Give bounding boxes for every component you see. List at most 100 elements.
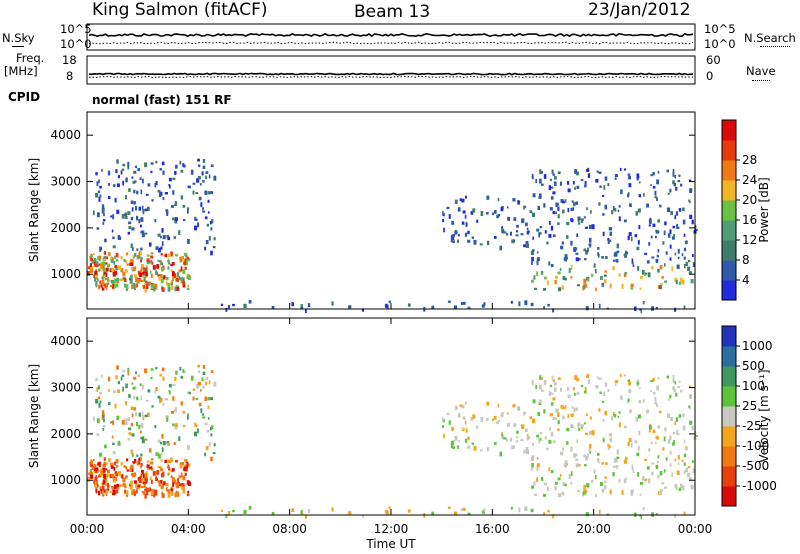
power-cell [674, 252, 677, 256]
velocity-cell [115, 464, 119, 468]
velocity-cell [536, 466, 539, 472]
velocity-cell [160, 441, 162, 445]
power-cell [669, 244, 672, 249]
velocity-cell [683, 439, 686, 443]
velocity-cell [462, 416, 466, 420]
power-cell [96, 277, 99, 282]
power-cell [162, 197, 165, 201]
y-tick-label: 2000 [50, 427, 81, 441]
power-cell [648, 224, 651, 227]
power-cell [470, 211, 474, 215]
power-cell [486, 195, 490, 200]
velocity-cell [651, 462, 655, 465]
power-cell [152, 265, 156, 270]
power-cell [577, 258, 581, 261]
power-cell [103, 251, 106, 255]
velocity-cell [175, 370, 178, 375]
power-cell [493, 236, 497, 239]
velocity-cell [99, 455, 102, 458]
power-y-axis-label: Slant Range [km] [27, 158, 41, 262]
power-cell [119, 278, 123, 281]
velocity-cell [555, 408, 558, 413]
power-cell [648, 219, 652, 224]
velocity-cell [654, 401, 657, 405]
power-cell [182, 280, 185, 286]
power-cell [141, 265, 144, 269]
power-cell [674, 175, 677, 179]
power-cell [681, 253, 684, 257]
power-cell [305, 308, 307, 314]
power-cell [689, 179, 692, 182]
colorbar-segment [722, 200, 736, 221]
velocity-cell [676, 432, 680, 435]
power-cell [140, 231, 143, 234]
velocity-cell [111, 435, 114, 439]
power-cell [146, 258, 150, 262]
power-cell [597, 253, 600, 258]
velocity-cell [516, 436, 518, 439]
velocity-cell [674, 458, 677, 462]
power-cell [207, 199, 210, 203]
velocity-cell [659, 471, 663, 476]
velocity-cell [170, 475, 173, 478]
power-cell [160, 260, 162, 264]
velocity-cell [500, 412, 504, 418]
power-cell [667, 192, 670, 195]
power-cell [644, 272, 646, 277]
power-cell [160, 279, 164, 284]
velocity-cell [102, 428, 105, 431]
velocity-cell [388, 506, 391, 510]
power-cell [140, 247, 143, 251]
power-cell [516, 224, 519, 228]
power-cell [167, 266, 170, 270]
velocity-cell [130, 473, 134, 477]
velocity-cell [158, 482, 161, 487]
velocity-cell [570, 446, 573, 452]
velocity-cell [131, 490, 135, 495]
power-cell [442, 219, 445, 223]
power-cell [674, 307, 677, 312]
velocity-cell [459, 404, 462, 408]
power-cell [564, 199, 567, 203]
power-cell [202, 207, 204, 210]
velocity-cell [453, 511, 458, 516]
power-cell [688, 199, 691, 202]
velocity-cell [499, 451, 502, 457]
velocity-cell [687, 472, 691, 477]
power-cell [587, 173, 591, 178]
velocity-cell [152, 471, 156, 476]
power-cell [598, 303, 601, 309]
power-cell [605, 256, 608, 259]
power-cell [167, 236, 171, 241]
velocity-cell [570, 471, 573, 476]
power-cell [636, 246, 640, 251]
velocity-cell [145, 399, 149, 402]
velocity-cell [180, 401, 183, 406]
velocity-cell [116, 415, 120, 421]
velocity-cell [627, 398, 630, 402]
velocity-cell [92, 416, 95, 422]
power-cell [607, 183, 610, 186]
cpid-value: normal (fast) 151 RF [92, 93, 232, 107]
velocity-cell [462, 507, 466, 511]
power-cell [141, 233, 145, 238]
velocity-cell [173, 442, 177, 445]
power-cell [107, 170, 111, 176]
power-cell [652, 171, 655, 176]
power-cell [665, 251, 668, 255]
velocity-cell [170, 488, 174, 491]
power-cell [681, 279, 685, 285]
power-cell [156, 264, 160, 269]
velocity-cell [90, 464, 93, 468]
power-cell [640, 308, 643, 314]
velocity-cell [114, 471, 118, 475]
velocity-cell [147, 488, 150, 491]
power-cell [534, 287, 538, 290]
velocity-cell [525, 449, 529, 454]
velocity-cell [92, 459, 95, 462]
velocity-cell [103, 473, 106, 479]
velocity-cell [197, 428, 199, 434]
power-cell [174, 217, 178, 221]
x-tick-label: 20:00 [576, 522, 611, 536]
power-cell [166, 235, 170, 238]
